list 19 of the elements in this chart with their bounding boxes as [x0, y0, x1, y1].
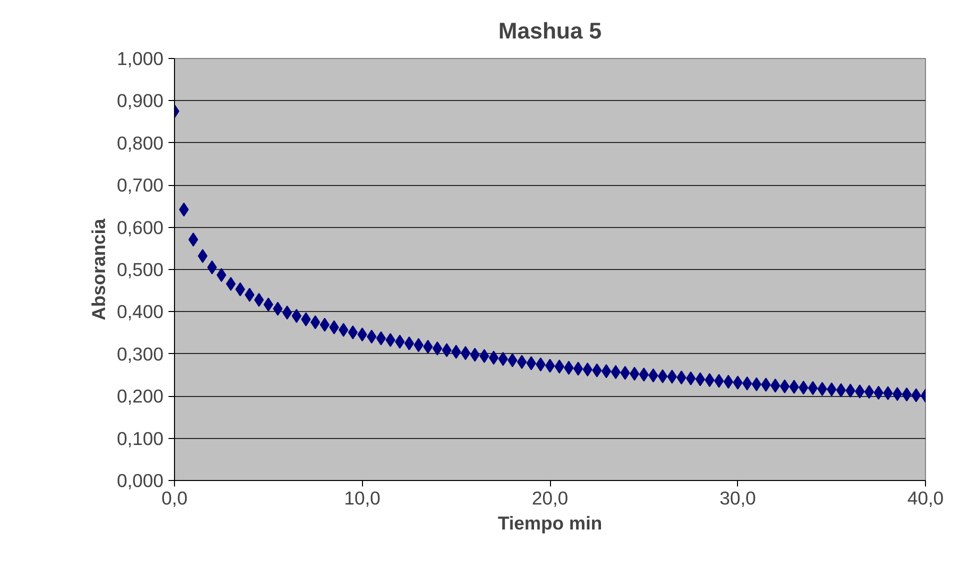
- y-tick-label: 0,700: [116, 174, 164, 196]
- y-tick-label: 0,400: [116, 301, 164, 322]
- y-tick-label: 0,500: [116, 259, 164, 280]
- x-tick-label: 30,0: [720, 488, 756, 508]
- y-tick-label: 0,200: [116, 386, 164, 407]
- x-tick-label: 40,0: [907, 488, 944, 508]
- x-tick-label: 10,0: [344, 488, 380, 508]
- y-tick-label: 0,000: [116, 470, 164, 491]
- chart-title: Mashua 5: [498, 18, 602, 44]
- x-axis-title: Tiempo min: [498, 512, 602, 534]
- y-tick-label: 0,900: [116, 90, 164, 112]
- y-axis-title: Absorancia: [88, 218, 109, 320]
- x-tick-label: 20,0: [532, 488, 568, 508]
- y-tick-label: 0,800: [116, 132, 164, 154]
- y-tick-label: 0,600: [116, 216, 164, 238]
- y-tick-label: 1,000: [116, 48, 164, 69]
- x-tick-label: 0,0: [162, 488, 188, 508]
- y-tick-label: 0,100: [116, 428, 164, 449]
- y-tick-label: 0,300: [116, 343, 164, 364]
